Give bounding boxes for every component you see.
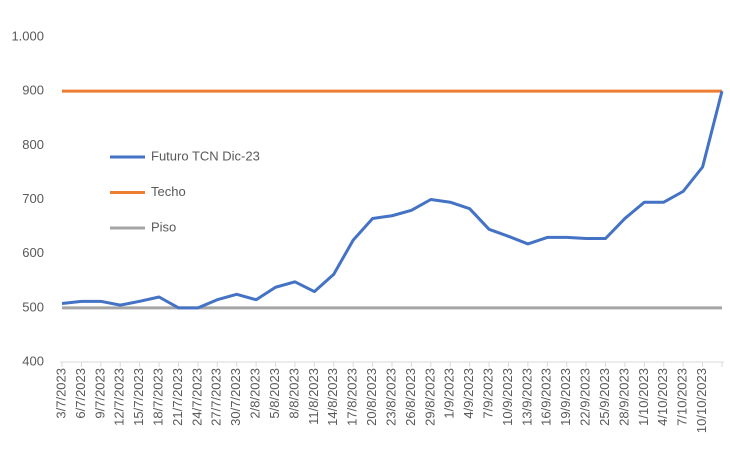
x-tick-label: 1/9/2023	[442, 368, 457, 419]
y-tick-label: 900	[22, 83, 44, 98]
x-tick-label: 7/9/2023	[480, 368, 495, 419]
legend-label: Futuro TCN Dic-23	[151, 148, 260, 163]
x-tick-label: 16/9/2023	[539, 368, 554, 426]
x-tick-label: 23/8/2023	[383, 368, 398, 426]
x-tick-label: 26/8/2023	[403, 368, 418, 426]
y-tick-label: 800	[22, 137, 44, 152]
legend-label: Piso	[151, 219, 176, 234]
x-tick-label: 14/8/2023	[325, 368, 340, 426]
x-tick-label: 10/9/2023	[500, 368, 515, 426]
x-tick-label: 20/8/2023	[364, 368, 379, 426]
x-tick-label: 17/8/2023	[345, 368, 360, 426]
x-tick-label: 22/9/2023	[578, 368, 593, 426]
x-tick-label: 28/9/2023	[616, 368, 631, 426]
y-tick-label: 600	[22, 245, 44, 260]
legend-label: Techo	[151, 184, 186, 199]
x-tick-label: 2/8/2023	[248, 368, 263, 419]
x-tick-label: 5/8/2023	[267, 368, 282, 419]
x-tick-label: 15/7/2023	[131, 368, 146, 426]
x-tick-label: 30/7/2023	[228, 368, 243, 426]
x-tick-label: 29/8/2023	[422, 368, 437, 426]
x-tick-label: 10/10/2023	[694, 368, 709, 433]
x-tick-label: 4/9/2023	[461, 368, 476, 419]
x-tick-label: 24/7/2023	[189, 368, 204, 426]
x-tick-label: 1/10/2023	[636, 368, 651, 426]
x-tick-label: 18/7/2023	[150, 368, 165, 426]
x-tick-label: 27/7/2023	[209, 368, 224, 426]
x-tick-label: 6/7/2023	[73, 368, 88, 419]
y-tick-label: 700	[22, 191, 44, 206]
x-tick-label: 12/7/2023	[112, 368, 127, 426]
x-tick-label: 13/9/2023	[519, 368, 534, 426]
x-tick-label: 11/8/2023	[306, 368, 321, 425]
x-tick-label: 8/8/2023	[286, 368, 301, 419]
x-tick-label: 25/9/2023	[597, 368, 612, 426]
y-tick-label: 400	[22, 353, 44, 368]
x-tick-label: 7/10/2023	[675, 368, 690, 426]
y-tick-label: 1.000	[11, 28, 44, 43]
x-tick-label: 21/7/2023	[170, 368, 185, 426]
x-tick-label: 4/10/2023	[655, 368, 670, 426]
series-line	[61, 90, 724, 310]
x-tick-label: 3/7/2023	[53, 368, 68, 419]
x-tick-label: 19/9/2023	[558, 368, 573, 426]
y-tick-label: 500	[22, 299, 44, 314]
x-tick-label: 9/7/2023	[92, 368, 107, 419]
